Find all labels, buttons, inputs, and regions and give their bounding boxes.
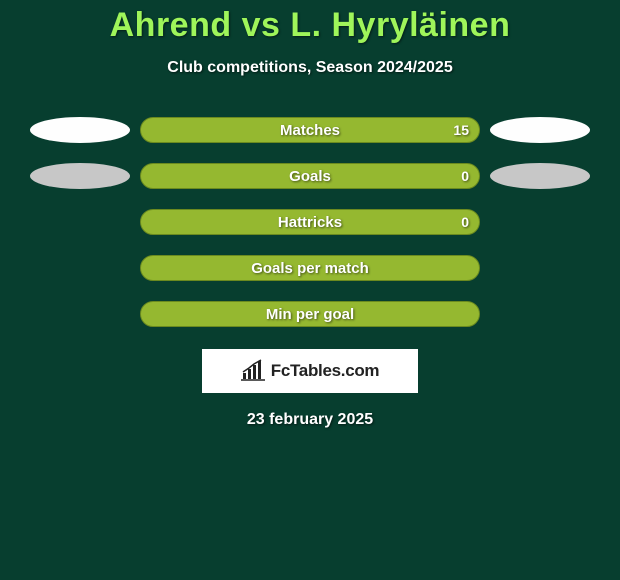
left-marker-goals — [30, 163, 130, 189]
right-spacer — [490, 255, 590, 281]
stat-label: Goals — [141, 168, 479, 185]
chart-icon — [241, 359, 267, 383]
left-marker-matches — [30, 117, 130, 143]
left-spacer — [30, 209, 130, 235]
snapshot-date: 23 february 2025 — [0, 411, 620, 429]
right-spacer — [490, 209, 590, 235]
left-spacer — [30, 255, 130, 281]
stat-row-gpm: Goals per match — [0, 255, 620, 281]
stat-row-mpg: Min per goal — [0, 301, 620, 327]
right-marker-matches — [490, 117, 590, 143]
right-spacer — [490, 301, 590, 327]
stat-row-matches: Matches 15 — [0, 117, 620, 143]
stat-label: Goals per match — [141, 260, 479, 277]
source-logo: FcTables.com — [202, 349, 418, 393]
comparison-card: Ahrend vs L. Hyryläinen Club competition… — [0, 0, 620, 580]
stat-row-goals: Goals 0 — [0, 163, 620, 189]
stat-bar-goals: Goals 0 — [140, 163, 480, 189]
stat-bar-gpm: Goals per match — [140, 255, 480, 281]
stat-bar-mpg: Min per goal — [140, 301, 480, 327]
page-subtitle: Club competitions, Season 2024/2025 — [0, 59, 620, 77]
stat-bar-hattricks: Hattricks 0 — [140, 209, 480, 235]
stats-bars: Matches 15 Goals 0 Hattricks 0 Goal — [0, 117, 620, 327]
stat-value: 0 — [461, 168, 469, 184]
right-marker-goals — [490, 163, 590, 189]
stat-label: Matches — [141, 122, 479, 139]
stat-row-hattricks: Hattricks 0 — [0, 209, 620, 235]
stat-value: 0 — [461, 214, 469, 230]
logo-text: FcTables.com — [271, 361, 380, 381]
stat-label: Min per goal — [141, 306, 479, 323]
page-title: Ahrend vs L. Hyryläinen — [0, 6, 620, 45]
stat-label: Hattricks — [141, 214, 479, 231]
stat-bar-matches: Matches 15 — [140, 117, 480, 143]
left-spacer — [30, 301, 130, 327]
stat-value: 15 — [453, 122, 469, 138]
